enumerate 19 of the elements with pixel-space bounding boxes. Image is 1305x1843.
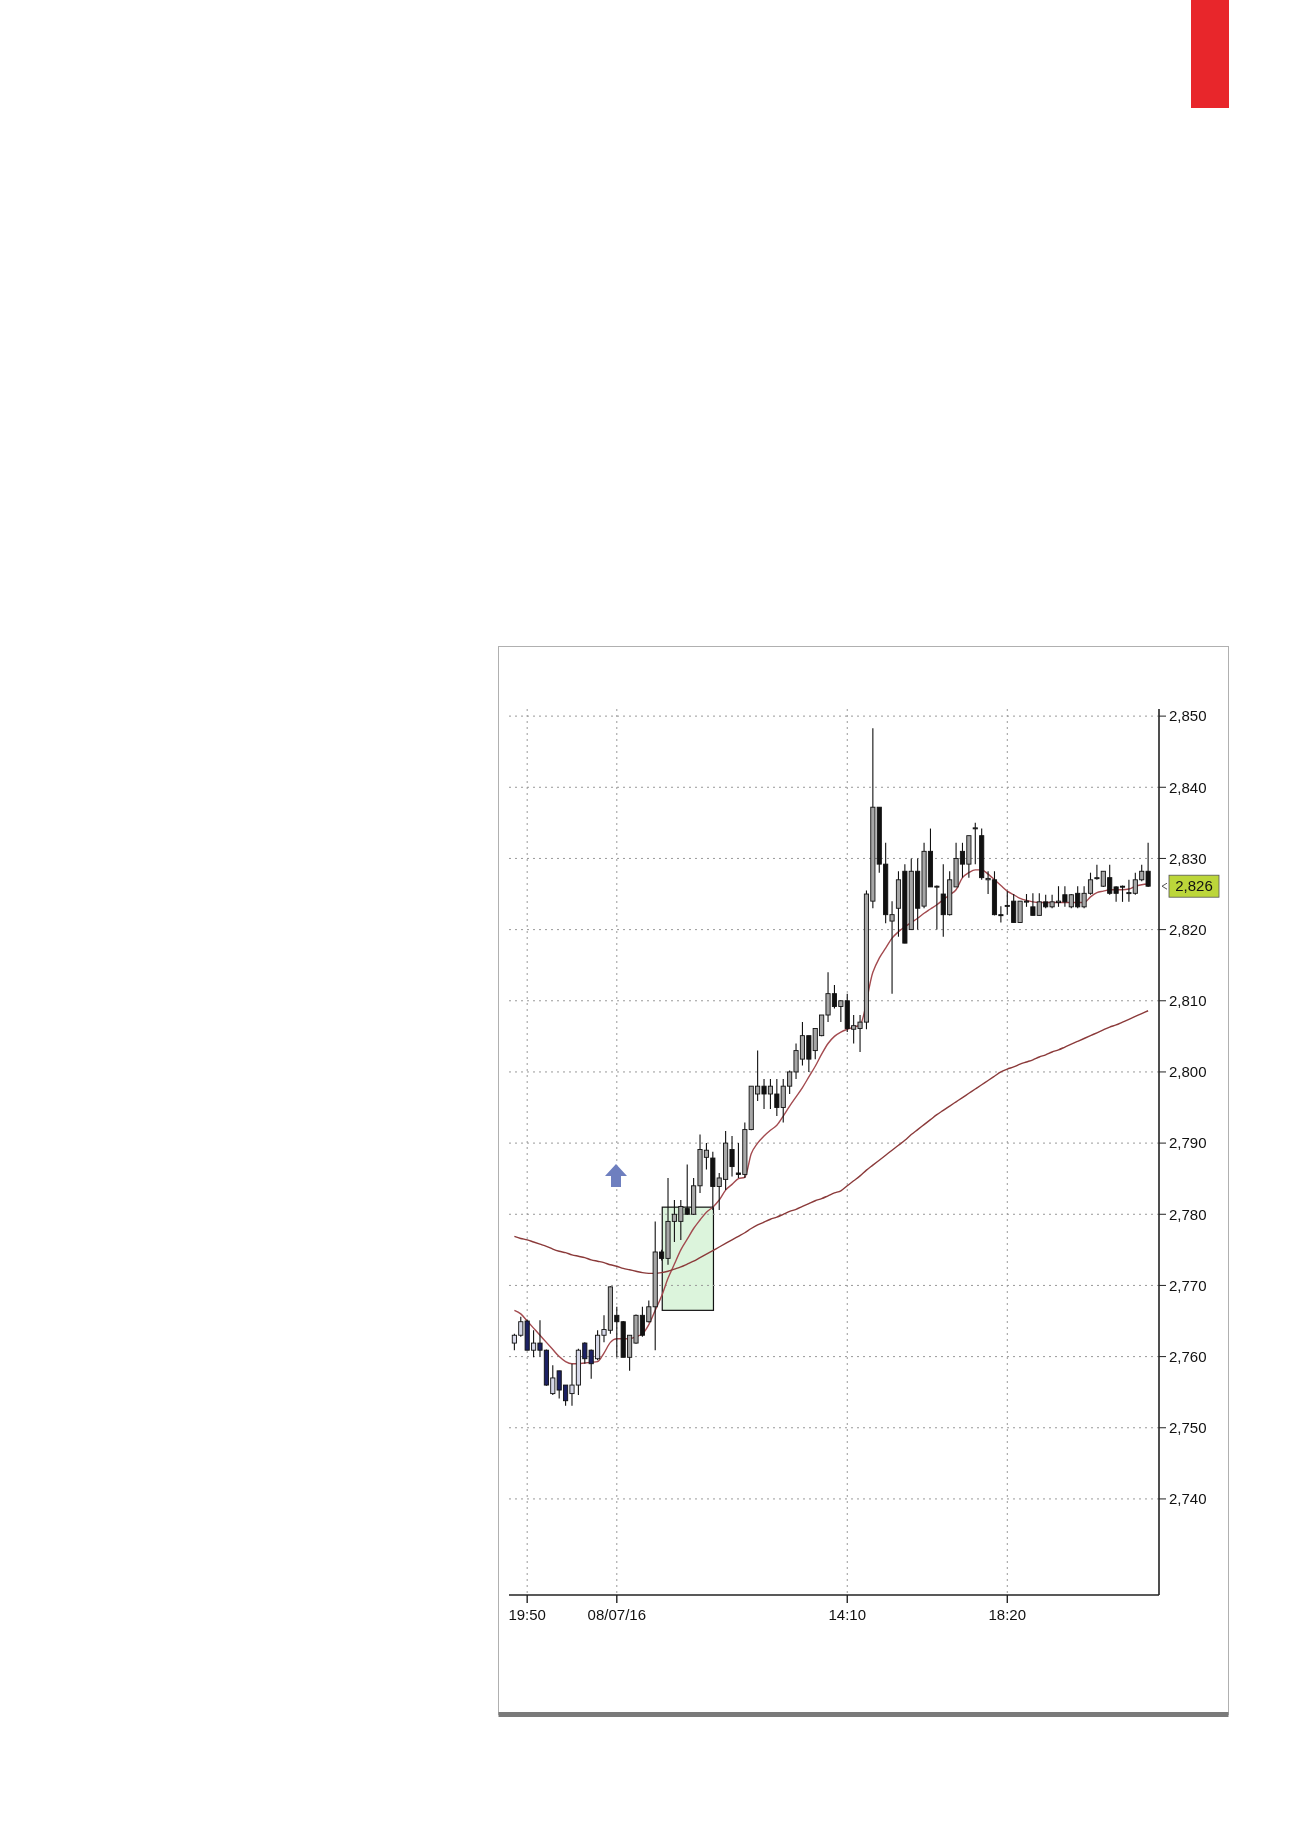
y-tick-label: 2,820 <box>1169 920 1207 938</box>
y-tick-label: 2,840 <box>1169 778 1207 796</box>
y-tick-label: 2,810 <box>1169 992 1207 1010</box>
candlestick <box>972 822 978 865</box>
y-tick-label: 2,830 <box>1169 849 1207 867</box>
y-tick-label: 2,750 <box>1169 1419 1207 1437</box>
line-series <box>513 1010 1149 1275</box>
x-tick-label: 14:10 <box>828 1606 867 1623</box>
y-tick-label: 2,770 <box>1169 1276 1207 1294</box>
y-tick-label: 2,760 <box>1169 1347 1207 1365</box>
x-tick-label: 08/07/16 <box>587 1606 646 1623</box>
y-tick-label: 2,790 <box>1169 1134 1207 1152</box>
y-tick-label: 2,740 <box>1169 1490 1207 1508</box>
y-tick-label: 2,800 <box>1169 1063 1207 1081</box>
x-tick-label: 19:50 <box>508 1606 546 1623</box>
x-tick-label: 18:20 <box>988 1606 1027 1623</box>
y-tick-label: 2,850 <box>1169 707 1207 725</box>
y-tick-label: 2,780 <box>1169 1205 1207 1223</box>
text: 2,826 <box>1175 877 1213 895</box>
